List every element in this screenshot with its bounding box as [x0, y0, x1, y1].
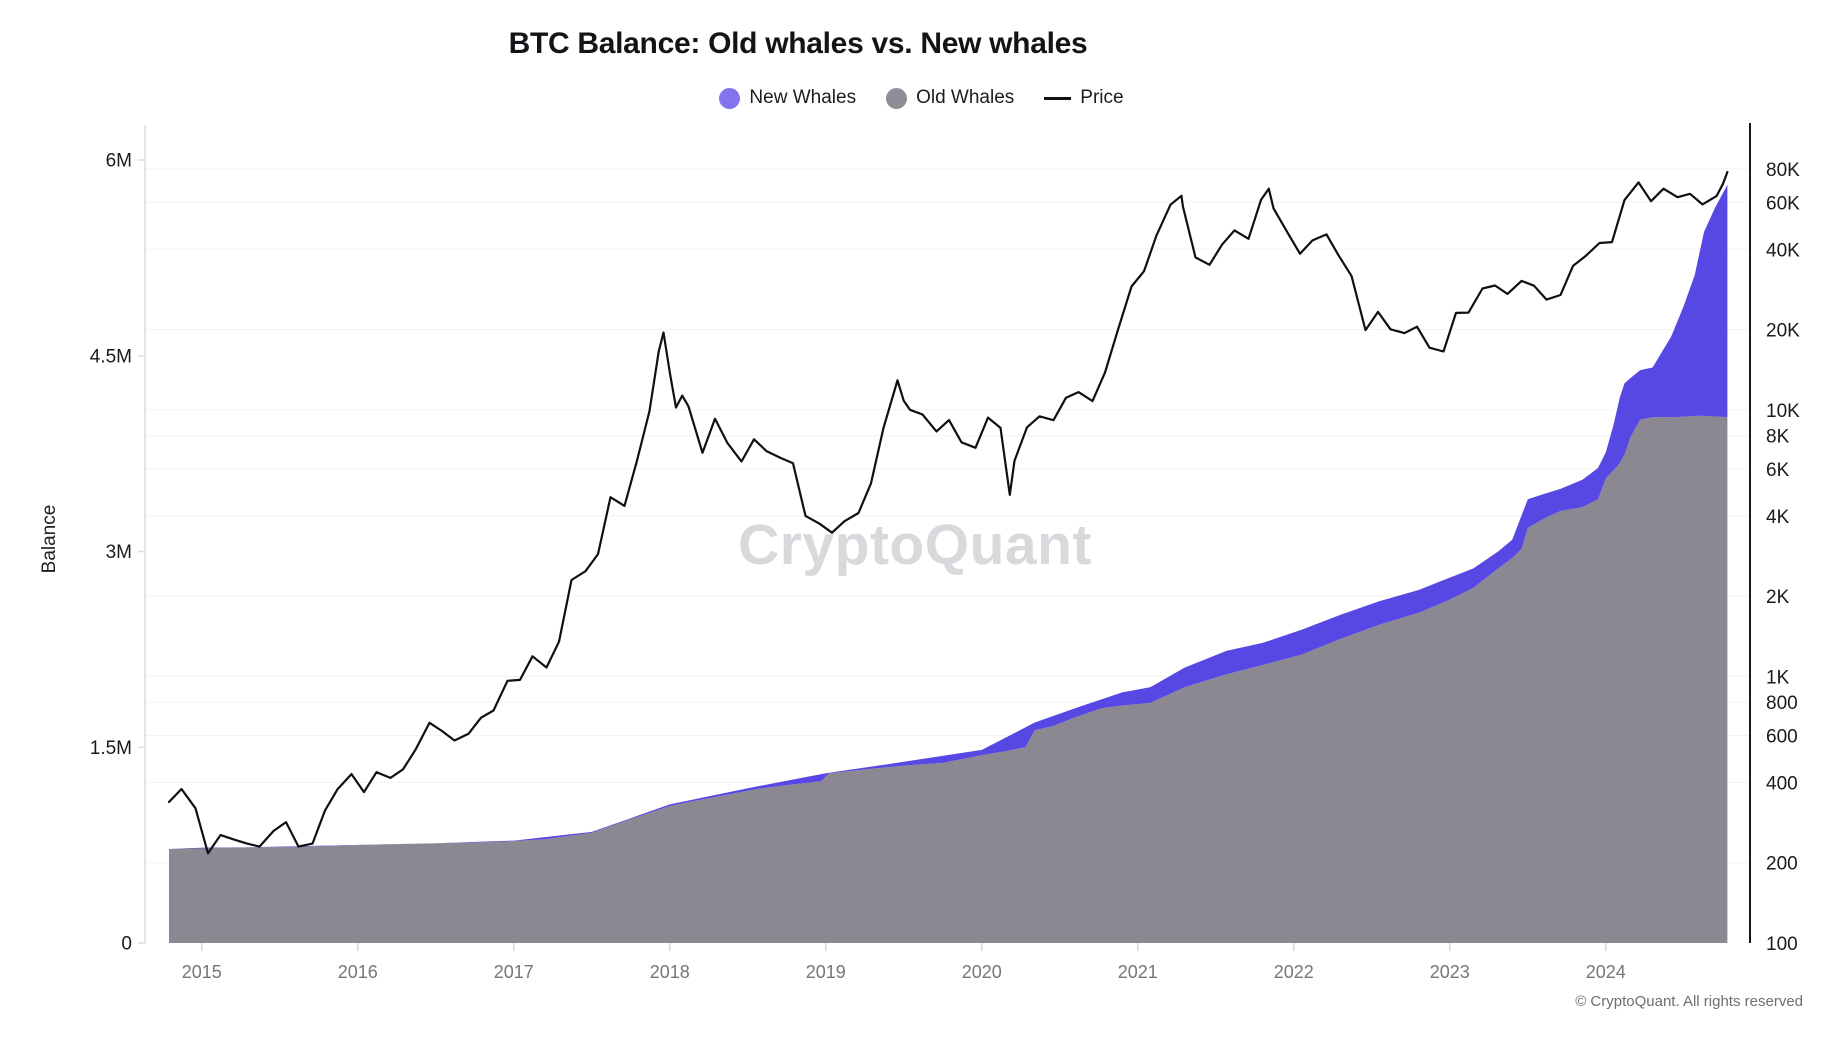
right-axis-tick-label: 800 — [1766, 693, 1798, 714]
right-axis-tick-label: 6K — [1766, 460, 1790, 481]
left-axis-tick-label: 0 — [121, 934, 132, 955]
right-axis-tick-label: 100 — [1766, 934, 1798, 955]
x-axis-tick-label: 2018 — [650, 962, 690, 982]
left-axis-tick-label: 3M — [106, 542, 132, 563]
right-axis-tick-label: 40K — [1766, 240, 1800, 261]
x-axis-tick-label: 2016 — [338, 962, 378, 982]
left-axis-title: Balance — [39, 504, 60, 574]
right-axis-tick-label: 80K — [1766, 160, 1800, 181]
x-axis-tick-label: 2017 — [494, 962, 534, 982]
right-axis-tick-label: 4K — [1766, 507, 1790, 528]
plot-area[interactable] — [145, 125, 1750, 943]
right-axis-tick-label: 10K — [1766, 401, 1800, 422]
old-whales-dot-icon — [886, 87, 908, 109]
left-axis-tick-label: 1.5M — [90, 738, 132, 759]
chart-legend: New Whales Old Whales Price — [0, 87, 1843, 109]
right-axis-tick-label: 8K — [1766, 427, 1790, 448]
x-axis-tick-label: 2020 — [962, 962, 1002, 982]
legend-item-new-whales[interactable]: New Whales — [719, 87, 856, 109]
x-axis-tick-label: 2015 — [182, 962, 222, 982]
right-axis-tick-label: 1K — [1766, 667, 1790, 688]
x-axis-tick-label: 2024 — [1586, 962, 1626, 982]
x-axis-tick-label: 2021 — [1118, 962, 1158, 982]
legend-item-price[interactable]: Price — [1044, 87, 1124, 109]
legend-item-old-whales[interactable]: Old Whales — [886, 87, 1014, 109]
right-axis-tick-label: 200 — [1766, 854, 1798, 875]
right-axis-tick-label: 2K — [1766, 587, 1790, 608]
new-whales-dot-icon — [719, 87, 741, 109]
copyright-text: © CryptoQuant. All rights reserved — [1575, 993, 1803, 1010]
right-axis-tick-label: 20K — [1766, 321, 1800, 342]
legend-label-new-whales: New Whales — [749, 87, 857, 108]
left-axis-tick-label: 4.5M — [90, 346, 132, 367]
right-axis-tick-label: 400 — [1766, 774, 1798, 795]
legend-label-price: Price — [1080, 87, 1124, 108]
right-axis-tick-label: 60K — [1766, 193, 1800, 214]
x-axis-tick-label: 2022 — [1274, 962, 1314, 982]
left-axis-tick-label: 6M — [106, 151, 132, 172]
page-title: BTC Balance: Old whales vs. New whales — [508, 27, 1088, 60]
price-line-icon — [1044, 96, 1072, 100]
x-axis-tick-label: 2019 — [806, 962, 846, 982]
legend-label-old-whales: Old Whales — [916, 87, 1015, 108]
x-axis-tick-label: 2023 — [1430, 962, 1470, 982]
right-axis-tick-label: 600 — [1766, 727, 1798, 748]
